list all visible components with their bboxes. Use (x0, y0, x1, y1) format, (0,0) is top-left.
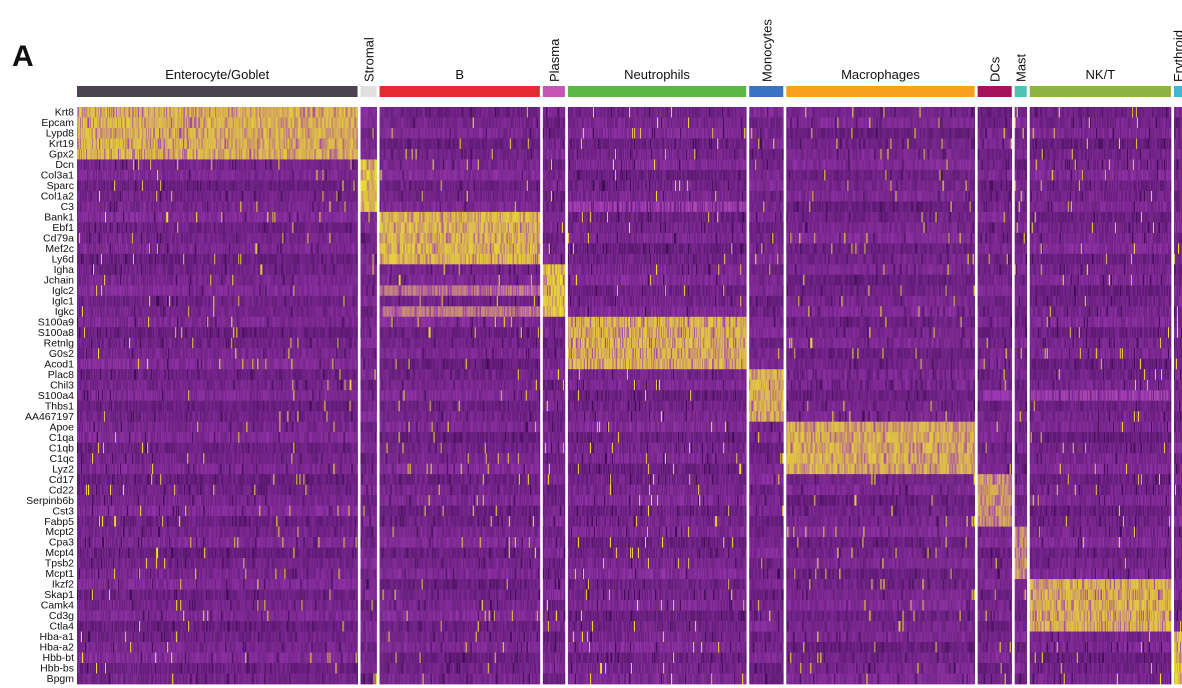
heat-cell (357, 180, 358, 191)
group-label-monocytes: Monocytes (759, 19, 774, 82)
group-bar-erythroid (1174, 86, 1182, 97)
group-label-erythroid: Erythroid (1171, 30, 1182, 82)
heat-cell (357, 107, 358, 118)
group-bar-stromal (361, 86, 377, 97)
group-bar-nk-t (1030, 86, 1171, 97)
heat-cell (357, 170, 358, 181)
group-labels-layer: Enterocyte/Goblet Stromal B Plasma Neutrophi… (165, 19, 1182, 82)
group-label-b: B (455, 67, 464, 82)
group-label-mast: Mast (1014, 53, 1029, 82)
group-bar-monocytes (749, 86, 783, 97)
group-bar-enterocyte-goblet (77, 86, 358, 97)
heat-cell (357, 128, 358, 139)
group-color-bars-layer (77, 86, 1182, 97)
heat-cell (357, 117, 358, 128)
heat-cell (357, 149, 358, 160)
group-bar-neutrophils (568, 86, 746, 97)
group-bar-b (380, 86, 540, 97)
group-label-neutrophils: Neutrophils (624, 67, 690, 82)
group-bar-dcs (978, 86, 1012, 97)
group-label-plasma: Plasma (547, 38, 562, 82)
group-label-nk-t: NK/T (1086, 67, 1116, 82)
group-label-dcs: DCs (988, 56, 1003, 82)
group-label-enterocyte-goblet: Enterocyte/Goblet (165, 67, 269, 82)
heat-cell (357, 138, 358, 149)
group-bar-mast (1015, 86, 1027, 97)
heat-cell (357, 159, 358, 170)
group-label-stromal: Stromal (362, 37, 377, 82)
heatmap-group-enterocyte-goblet (77, 107, 358, 684)
group-bar-macrophages (786, 86, 974, 97)
group-label-macrophages: Macrophages (841, 67, 920, 82)
group-bar-plasma (543, 86, 565, 97)
heatmap-cells-layer (77, 107, 1182, 684)
